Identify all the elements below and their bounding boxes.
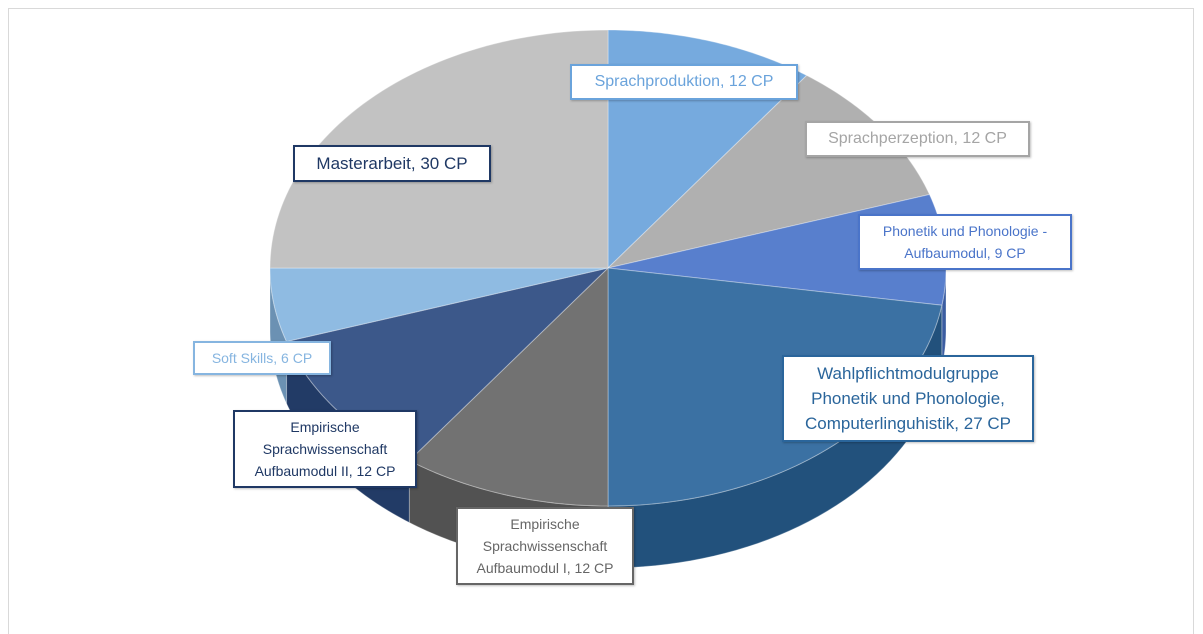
data-label: Empirische Sprachwissenschaft Aufbaumodu…: [233, 410, 417, 488]
data-label: Wahlpflichtmodulgruppe Phonetik und Phon…: [782, 355, 1034, 442]
data-label: Masterarbeit, 30 CP: [293, 145, 491, 182]
data-label: Sprachperzeption, 12 CP: [805, 121, 1030, 157]
data-label: Empirische Sprachwissenschaft Aufbaumodu…: [456, 507, 634, 585]
slice: [269, 267, 609, 343]
data-label: Phonetik und Phonologie - Aufbaumodul, 9…: [858, 214, 1072, 270]
data-label: Sprachproduktion, 12 CP: [570, 64, 798, 100]
data-label: Soft Skills, 6 CP: [193, 341, 331, 375]
chart-frame: [8, 8, 1194, 634]
slice: [408, 266, 609, 507]
